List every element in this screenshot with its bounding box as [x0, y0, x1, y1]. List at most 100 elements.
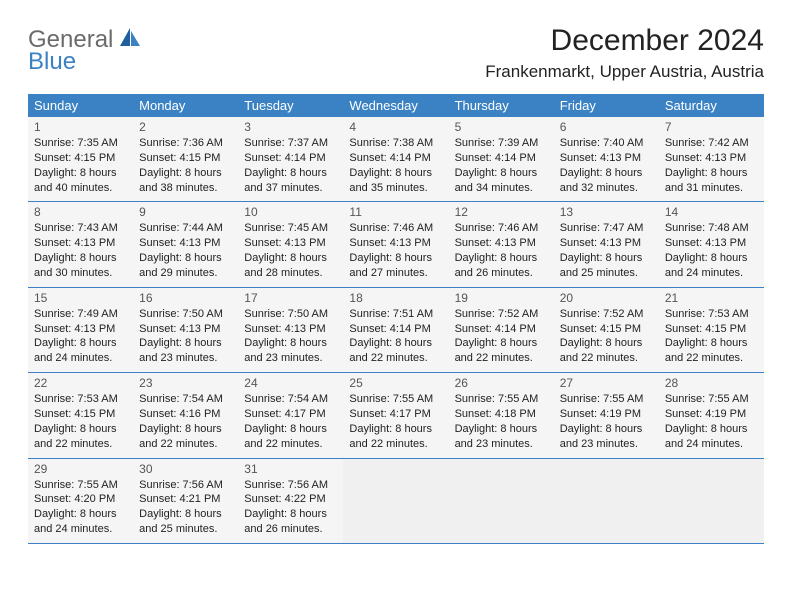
sunrise-text: Sunrise: 7:48 AM — [665, 221, 758, 236]
day-number: 21 — [665, 291, 758, 305]
daylight-text: Daylight: 8 hours — [244, 166, 337, 181]
daylight-text: Daylight: 8 hours — [34, 422, 127, 437]
daylight-text: and 23 minutes. — [455, 437, 548, 452]
daylight-text: and 40 minutes. — [34, 181, 127, 196]
sunset-text: Sunset: 4:16 PM — [139, 407, 232, 422]
daylight-text: Daylight: 8 hours — [244, 507, 337, 522]
daylight-text: and 23 minutes. — [560, 437, 653, 452]
day-header-row: SundayMondayTuesdayWednesdayThursdayFrid… — [28, 94, 764, 117]
day-number: 27 — [560, 376, 653, 390]
day-cell-7: 7Sunrise: 7:42 AMSunset: 4:13 PMDaylight… — [659, 117, 764, 201]
sunrise-text: Sunrise: 7:37 AM — [244, 136, 337, 151]
header-right: December 2024 Frankenmarkt, Upper Austri… — [485, 24, 764, 86]
sunset-text: Sunset: 4:17 PM — [244, 407, 337, 422]
day-header-thursday: Thursday — [449, 94, 554, 117]
daylight-text: and 22 minutes. — [665, 351, 758, 366]
day-number: 15 — [34, 291, 127, 305]
day-header-saturday: Saturday — [659, 94, 764, 117]
sunrise-text: Sunrise: 7:53 AM — [34, 392, 127, 407]
day-number: 16 — [139, 291, 232, 305]
day-cell-27: 27Sunrise: 7:55 AMSunset: 4:19 PMDayligh… — [554, 373, 659, 457]
sunset-text: Sunset: 4:13 PM — [139, 322, 232, 337]
daylight-text: and 29 minutes. — [139, 266, 232, 281]
sunrise-text: Sunrise: 7:56 AM — [244, 478, 337, 493]
day-cell-23: 23Sunrise: 7:54 AMSunset: 4:16 PMDayligh… — [133, 373, 238, 457]
sunrise-text: Sunrise: 7:55 AM — [665, 392, 758, 407]
sunrise-text: Sunrise: 7:50 AM — [139, 307, 232, 322]
daylight-text: and 31 minutes. — [665, 181, 758, 196]
daylight-text: Daylight: 8 hours — [34, 251, 127, 266]
day-cell-4: 4Sunrise: 7:38 AMSunset: 4:14 PMDaylight… — [343, 117, 448, 201]
week-row: 29Sunrise: 7:55 AMSunset: 4:20 PMDayligh… — [28, 459, 764, 544]
daylight-text: Daylight: 8 hours — [665, 251, 758, 266]
sunrise-text: Sunrise: 7:38 AM — [349, 136, 442, 151]
day-number: 4 — [349, 120, 442, 134]
daylight-text: and 22 minutes. — [244, 437, 337, 452]
day-number: 11 — [349, 205, 442, 219]
day-header-tuesday: Tuesday — [238, 94, 343, 117]
daylight-text: Daylight: 8 hours — [244, 336, 337, 351]
day-cell-14: 14Sunrise: 7:48 AMSunset: 4:13 PMDayligh… — [659, 202, 764, 286]
daylight-text: Daylight: 8 hours — [560, 166, 653, 181]
sunset-text: Sunset: 4:14 PM — [349, 322, 442, 337]
daylight-text: and 28 minutes. — [244, 266, 337, 281]
day-number: 2 — [139, 120, 232, 134]
daylight-text: and 25 minutes. — [139, 522, 232, 537]
sunrise-text: Sunrise: 7:55 AM — [560, 392, 653, 407]
sunrise-text: Sunrise: 7:56 AM — [139, 478, 232, 493]
sunset-text: Sunset: 4:14 PM — [455, 322, 548, 337]
daylight-text: Daylight: 8 hours — [455, 166, 548, 181]
daylight-text: Daylight: 8 hours — [139, 251, 232, 266]
sunrise-text: Sunrise: 7:55 AM — [349, 392, 442, 407]
day-number: 8 — [34, 205, 127, 219]
daylight-text: Daylight: 8 hours — [455, 336, 548, 351]
daylight-text: Daylight: 8 hours — [349, 251, 442, 266]
day-number: 14 — [665, 205, 758, 219]
day-cell-24: 24Sunrise: 7:54 AMSunset: 4:17 PMDayligh… — [238, 373, 343, 457]
day-number: 3 — [244, 120, 337, 134]
day-number: 18 — [349, 291, 442, 305]
sail-icon — [120, 28, 142, 51]
day-header-monday: Monday — [133, 94, 238, 117]
daylight-text: Daylight: 8 hours — [349, 422, 442, 437]
sunset-text: Sunset: 4:15 PM — [560, 322, 653, 337]
day-cell-21: 21Sunrise: 7:53 AMSunset: 4:15 PMDayligh… — [659, 288, 764, 372]
day-cell-18: 18Sunrise: 7:51 AMSunset: 4:14 PMDayligh… — [343, 288, 448, 372]
day-number: 25 — [349, 376, 442, 390]
empty-cell — [343, 459, 448, 543]
day-number: 1 — [34, 120, 127, 134]
sunrise-text: Sunrise: 7:51 AM — [349, 307, 442, 322]
daylight-text: Daylight: 8 hours — [34, 336, 127, 351]
day-cell-8: 8Sunrise: 7:43 AMSunset: 4:13 PMDaylight… — [28, 202, 133, 286]
location-text: Frankenmarkt, Upper Austria, Austria — [485, 62, 764, 82]
daylight-text: and 22 minutes. — [455, 351, 548, 366]
day-cell-12: 12Sunrise: 7:46 AMSunset: 4:13 PMDayligh… — [449, 202, 554, 286]
daylight-text: and 27 minutes. — [349, 266, 442, 281]
sunset-text: Sunset: 4:13 PM — [244, 322, 337, 337]
sunrise-text: Sunrise: 7:42 AM — [665, 136, 758, 151]
day-number: 31 — [244, 462, 337, 476]
empty-cell — [659, 459, 764, 543]
day-number: 28 — [665, 376, 758, 390]
day-cell-30: 30Sunrise: 7:56 AMSunset: 4:21 PMDayligh… — [133, 459, 238, 543]
weeks-container: 1Sunrise: 7:35 AMSunset: 4:15 PMDaylight… — [28, 117, 764, 544]
day-number: 30 — [139, 462, 232, 476]
day-header-friday: Friday — [554, 94, 659, 117]
sunset-text: Sunset: 4:17 PM — [349, 407, 442, 422]
daylight-text: Daylight: 8 hours — [665, 422, 758, 437]
month-title: December 2024 — [485, 24, 764, 58]
sunset-text: Sunset: 4:13 PM — [560, 151, 653, 166]
day-cell-29: 29Sunrise: 7:55 AMSunset: 4:20 PMDayligh… — [28, 459, 133, 543]
daylight-text: Daylight: 8 hours — [560, 422, 653, 437]
daylight-text: and 37 minutes. — [244, 181, 337, 196]
day-number: 10 — [244, 205, 337, 219]
daylight-text: Daylight: 8 hours — [34, 507, 127, 522]
sunrise-text: Sunrise: 7:36 AM — [139, 136, 232, 151]
sunrise-text: Sunrise: 7:49 AM — [34, 307, 127, 322]
day-cell-28: 28Sunrise: 7:55 AMSunset: 4:19 PMDayligh… — [659, 373, 764, 457]
sunset-text: Sunset: 4:22 PM — [244, 492, 337, 507]
day-cell-10: 10Sunrise: 7:45 AMSunset: 4:13 PMDayligh… — [238, 202, 343, 286]
sunset-text: Sunset: 4:13 PM — [34, 322, 127, 337]
sunrise-text: Sunrise: 7:52 AM — [560, 307, 653, 322]
daylight-text: Daylight: 8 hours — [665, 336, 758, 351]
